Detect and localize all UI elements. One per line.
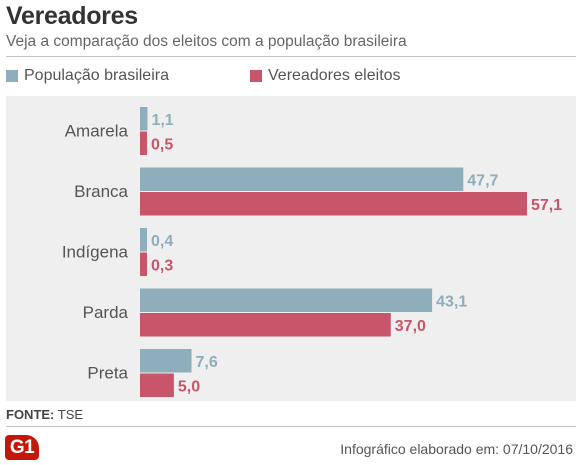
- bar-preta-series-2: [140, 373, 174, 397]
- value-label-branca-series-2: 57,1: [531, 197, 562, 214]
- value-label-parda-series-1: 43,1: [436, 293, 467, 310]
- value-label-indigena-series-2: 0,3: [151, 257, 173, 274]
- value-label-amarela-series-2: 0,5: [151, 136, 173, 153]
- legend-swatch-vereadores: [250, 70, 262, 82]
- g1-logo: G1: [5, 435, 39, 460]
- value-label-branca-series-1: 47,7: [467, 172, 498, 189]
- legend-label-populacao: População brasileira: [24, 67, 169, 84]
- footer-divider: [6, 426, 576, 427]
- bar-parda-series-2: [140, 313, 391, 337]
- source-note: FONTE: TSE: [6, 407, 83, 422]
- category-label-indigena: Indígena: [62, 243, 129, 262]
- legend-item-vereadores: Vereadores eleitos: [250, 67, 401, 85]
- category-label-branca: Branca: [74, 182, 128, 201]
- legend-item-populacao: População brasileira: [6, 67, 169, 85]
- bar-amarela-series-1: [140, 107, 148, 131]
- bar-parda-series-1: [140, 288, 433, 312]
- value-label-amarela-series-1: 1,1: [151, 112, 173, 129]
- bar-branca-series-2: [140, 192, 527, 216]
- value-label-indigena-series-1: 0,4: [151, 233, 173, 250]
- category-label-amarela: Amarela: [65, 122, 129, 141]
- bar-indigena-series-1: [140, 228, 147, 252]
- header-divider: [6, 56, 576, 57]
- chart-area: Amarela 1,1 0,5 Branca 47,7 57,1 Indígena 0,4 0,…: [6, 96, 576, 401]
- value-label-preta-series-2: 5,0: [178, 378, 200, 395]
- legend-label-vereadores: Vereadores eleitos: [268, 67, 401, 84]
- category-label-preta: Preta: [87, 364, 128, 383]
- credit-text: Infográfico elaborado em: 07/10/2016: [340, 441, 573, 457]
- source-label: FONTE:: [6, 407, 55, 422]
- bar-amarela-series-2: [140, 131, 147, 155]
- chart-legend: População brasileira Vereadores eleitos: [6, 67, 566, 91]
- source-value: TSE: [57, 407, 84, 422]
- bar-branca-series-1: [140, 167, 464, 191]
- chart-title: Vereadores: [6, 2, 138, 30]
- category-label-parda: Parda: [83, 303, 129, 322]
- bar-preta-series-1: [140, 349, 192, 373]
- value-label-preta-series-1: 7,6: [196, 354, 218, 371]
- bar-indigena-series-2: [140, 252, 147, 276]
- bar-chart: Amarela 1,1 0,5 Branca 47,7 57,1 Indígena 0,4 0,…: [62, 107, 562, 397]
- chart-subtitle: Veja a comparação dos eleitos com a popu…: [6, 33, 407, 50]
- value-label-parda-series-2: 37,0: [395, 318, 426, 335]
- legend-swatch-populacao: [6, 70, 18, 82]
